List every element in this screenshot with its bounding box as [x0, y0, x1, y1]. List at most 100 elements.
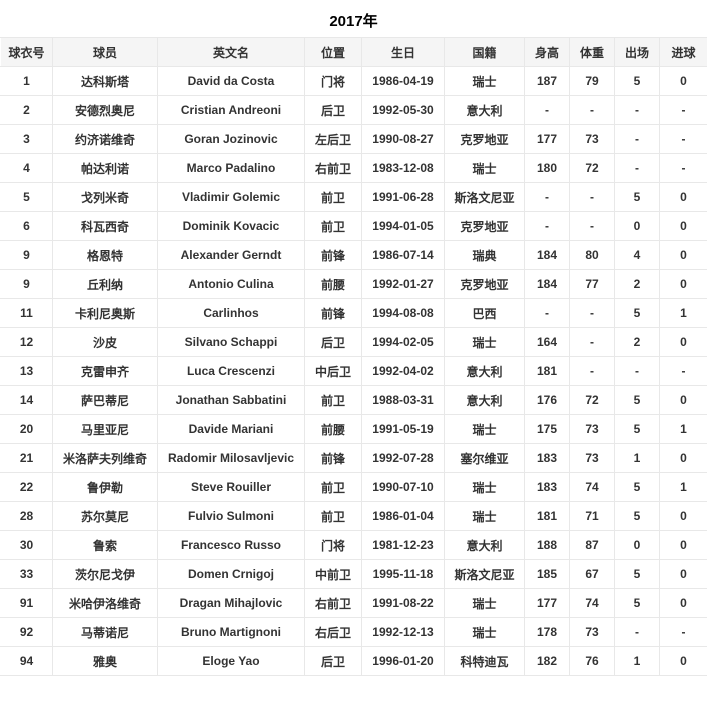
cell: 瑞士 [444, 66, 525, 96]
cell: 右前卫 [304, 153, 362, 183]
table-row: 3 约济诺维奇 Goran Jozinovic 左后卫 1990-08-27 克罗地亚 17… [0, 124, 707, 154]
column-header-7: 体重 [569, 37, 615, 67]
cell: 72 [569, 385, 615, 415]
cell: Francesco Russo [157, 530, 305, 560]
cell: - [524, 298, 570, 328]
cell: Antonio Culina [157, 269, 305, 299]
cell: 22 [0, 472, 53, 502]
cell: 前锋 [304, 443, 362, 473]
page-title: 2017年 [329, 13, 378, 30]
table-row: 2 安德烈奥尼 Cristian Andreoni 后卫 1992-05-30 意大利 - -… [0, 95, 707, 125]
cell: 73 [569, 443, 615, 473]
cell: 前锋 [304, 298, 362, 328]
cell: David da Costa [157, 66, 305, 96]
cell: 0 [659, 66, 707, 96]
cell: 前腰 [304, 269, 362, 299]
cell: 76 [569, 646, 615, 676]
cell: 萨巴蒂尼 [52, 385, 158, 415]
cell: 1994-01-05 [361, 211, 445, 241]
cell: 前卫 [304, 211, 362, 241]
cell: 178 [524, 617, 570, 647]
cell: 5 [614, 298, 660, 328]
cell: 科特迪瓦 [444, 646, 525, 676]
cell: 30 [0, 530, 53, 560]
cell: 意大利 [444, 530, 525, 560]
cell: - [614, 356, 660, 386]
cell: Dragan Mihajlovic [157, 588, 305, 618]
column-header-0: 球衣号 [0, 37, 53, 67]
cell: 意大利 [444, 95, 525, 125]
cell: - [569, 356, 615, 386]
cell: 瑞士 [444, 414, 525, 444]
column-header-2: 英文名 [157, 37, 305, 67]
cell: 2 [614, 269, 660, 299]
column-header-8: 出场 [614, 37, 660, 67]
cell: 177 [524, 124, 570, 154]
cell: 13 [0, 356, 53, 386]
cell: - [569, 211, 615, 241]
column-header-3: 位置 [304, 37, 362, 67]
cell: 176 [524, 385, 570, 415]
cell: 1981-12-23 [361, 530, 445, 560]
cell: 0 [659, 559, 707, 589]
table-row: 22 鲁伊勒 Steve Rouiller 前卫 1990-07-10 瑞士 183 74 5 1 [0, 472, 707, 502]
cell: 意大利 [444, 385, 525, 415]
cell: Eloge Yao [157, 646, 305, 676]
cell: 1986-07-14 [361, 240, 445, 270]
cell: 0 [659, 646, 707, 676]
cell: - [614, 124, 660, 154]
cell: 164 [524, 327, 570, 357]
cell: 斯洛文尼亚 [444, 182, 525, 212]
cell: - [614, 95, 660, 125]
cell: 0 [659, 385, 707, 415]
cell: 1991-06-28 [361, 182, 445, 212]
roster-table: 球衣号 球员 英文名 位置 生日 国籍 身高 体重 出场 进球 1 达科斯塔 David da Cos… [0, 37, 707, 676]
cell: 1 [614, 443, 660, 473]
cell: 1996-01-20 [361, 646, 445, 676]
cell: Radomir Milosavljevic [157, 443, 305, 473]
cell: - [659, 153, 707, 183]
table-row: 9 格恩特 Alexander Gerndt 前锋 1986-07-14 瑞典 184 80 4… [0, 240, 707, 270]
cell: 5 [0, 182, 53, 212]
cell: 后卫 [304, 327, 362, 357]
cell: 卡利尼奥斯 [52, 298, 158, 328]
cell: Jonathan Sabbatini [157, 385, 305, 415]
cell: Luca Crescenzi [157, 356, 305, 386]
cell: 28 [0, 501, 53, 531]
cell: 左后卫 [304, 124, 362, 154]
cell: 前卫 [304, 501, 362, 531]
cell: 91 [0, 588, 53, 618]
cell: - [569, 327, 615, 357]
cell: Alexander Gerndt [157, 240, 305, 270]
cell: 瑞士 [444, 588, 525, 618]
cell: Carlinhos [157, 298, 305, 328]
cell: Davide Mariani [157, 414, 305, 444]
cell: 177 [524, 588, 570, 618]
cell: 188 [524, 530, 570, 560]
cell: 67 [569, 559, 615, 589]
table-row: 1 达科斯塔 David da Costa 门将 1986-04-19 瑞士 187 79 5 0 [0, 66, 707, 96]
cell: 79 [569, 66, 615, 96]
cell: 戈列米奇 [52, 182, 158, 212]
cell: 雅奥 [52, 646, 158, 676]
cell: 0 [659, 240, 707, 270]
cell: 92 [0, 617, 53, 647]
table-row: 12 沙皮 Silvano Schappi 后卫 1994-02-05 瑞士 164-2 0 [0, 327, 707, 357]
cell: 0 [659, 443, 707, 473]
cell: 0 [614, 211, 660, 241]
cell: 1 [614, 646, 660, 676]
cell: - [614, 617, 660, 647]
table-row: 91 米哈伊洛维奇 Dragan Mihajlovic 右前卫 1991-08-22 瑞士… [0, 588, 707, 618]
cell: 意大利 [444, 356, 525, 386]
cell: - [569, 182, 615, 212]
cell: 0 [659, 211, 707, 241]
table-row: 11 卡利尼奥斯 Carlinhos 前锋 1994-08-08 巴西 - -5 1 [0, 298, 707, 328]
cell: 右后卫 [304, 617, 362, 647]
cell: Vladimir Golemic [157, 182, 305, 212]
cell: 门将 [304, 66, 362, 96]
cell: 米哈伊洛维奇 [52, 588, 158, 618]
cell: 183 [524, 472, 570, 502]
cell: 1990-08-27 [361, 124, 445, 154]
cell: 80 [569, 240, 615, 270]
cell: 瑞士 [444, 617, 525, 647]
